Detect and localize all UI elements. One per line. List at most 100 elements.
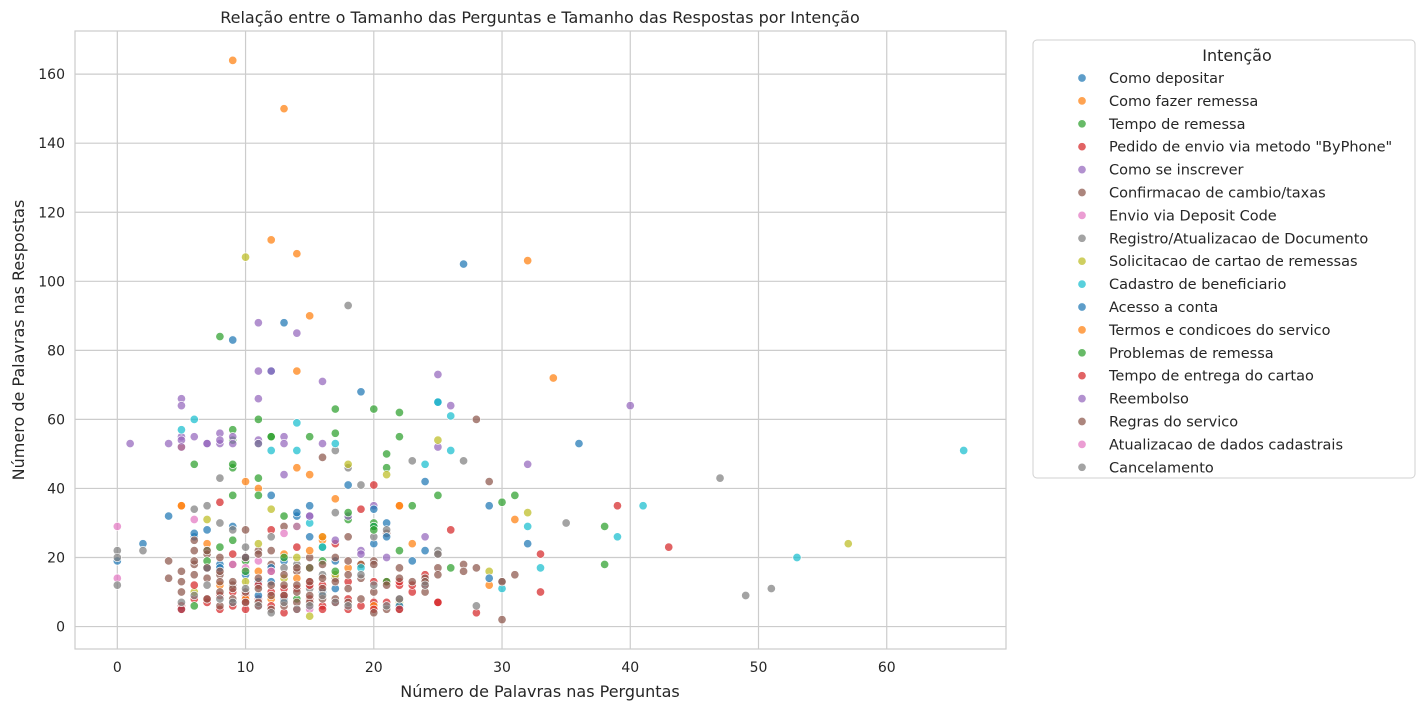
data-point xyxy=(843,539,853,549)
data-point xyxy=(356,480,366,490)
data-point xyxy=(112,580,122,590)
data-point xyxy=(241,477,251,487)
legend-item: Solicitacao de cartao de remessas xyxy=(1077,254,1358,270)
legend-marker xyxy=(1077,142,1087,152)
data-point xyxy=(228,535,238,545)
data-point xyxy=(292,580,302,590)
data-point xyxy=(215,518,225,528)
data-point xyxy=(407,577,417,587)
data-point xyxy=(279,580,289,590)
data-point xyxy=(253,549,263,559)
data-point xyxy=(241,584,251,594)
data-point xyxy=(176,566,186,576)
legend-marker xyxy=(1077,416,1087,427)
data-point xyxy=(215,435,225,445)
data-point xyxy=(523,521,533,531)
x-tick-label: 40 xyxy=(621,660,639,676)
data-point xyxy=(215,566,225,576)
data-point xyxy=(253,414,263,424)
data-point xyxy=(369,480,379,490)
legend-label: Como se inscrever xyxy=(1109,163,1243,179)
data-point xyxy=(407,501,417,511)
data-point xyxy=(266,566,276,576)
legend-item: Cadastro de beneficiario xyxy=(1077,277,1286,293)
data-point xyxy=(241,552,251,563)
legend-label: Tempo de entrega do cartao xyxy=(1108,369,1314,385)
legend-item: Confirmacao de cambio/taxas xyxy=(1077,186,1326,202)
x-tick-label: 0 xyxy=(113,660,122,676)
legend-marker xyxy=(1077,302,1087,312)
data-point xyxy=(176,425,186,435)
data-point xyxy=(420,459,430,469)
data-point xyxy=(279,318,289,328)
legend-label: Acesso a conta xyxy=(1109,300,1218,316)
data-point xyxy=(266,580,276,590)
data-point xyxy=(343,584,353,594)
data-point xyxy=(228,490,238,500)
series-group xyxy=(176,397,969,594)
legend-item: Problemas de remessa xyxy=(1077,346,1274,362)
data-point xyxy=(202,580,212,590)
legend-label: Registro/Atualizacao de Documento xyxy=(1109,231,1368,247)
y-axis-label: Número de Palavras nas Respostas xyxy=(9,200,28,481)
data-point xyxy=(394,501,404,511)
legend-label: Problemas de remessa xyxy=(1109,346,1274,362)
data-point xyxy=(215,331,225,342)
data-point xyxy=(317,573,328,583)
data-point xyxy=(317,452,328,462)
legend: Intenção Como depositar Como fazer remess… xyxy=(1032,39,1416,479)
legend-marker xyxy=(1077,233,1087,243)
data-point xyxy=(446,445,456,456)
legend-marker xyxy=(1077,348,1087,358)
data-point xyxy=(382,470,392,480)
data-point xyxy=(292,563,302,573)
data-point xyxy=(535,587,546,597)
data-point xyxy=(189,535,199,545)
data-point xyxy=(317,542,328,552)
data-point xyxy=(228,55,238,65)
data-point xyxy=(343,532,353,542)
data-point xyxy=(189,514,199,525)
data-point xyxy=(471,563,481,573)
legend-item: Tempo de entrega do cartao xyxy=(1077,369,1314,385)
data-point xyxy=(523,459,533,469)
data-point xyxy=(343,300,353,311)
data-point xyxy=(164,511,174,521)
data-point xyxy=(420,546,430,556)
series-group xyxy=(176,435,366,559)
data-point xyxy=(292,542,302,552)
data-point xyxy=(305,511,315,521)
legend-marker xyxy=(1077,73,1087,83)
data-point xyxy=(382,580,392,590)
data-point xyxy=(112,552,122,563)
data-point xyxy=(164,556,174,566)
data-point xyxy=(369,580,379,590)
data-point xyxy=(382,552,392,563)
data-point xyxy=(356,570,366,580)
data-point xyxy=(484,501,494,511)
data-point xyxy=(471,601,481,611)
data-point xyxy=(202,439,212,449)
data-point xyxy=(535,549,546,559)
data-point xyxy=(176,597,186,607)
data-point xyxy=(305,590,315,601)
legend-marker xyxy=(1077,371,1087,381)
data-point xyxy=(343,459,353,469)
data-point xyxy=(279,439,289,449)
data-point xyxy=(394,594,404,604)
data-point xyxy=(176,401,186,411)
legend-label: Envio via Deposit Code xyxy=(1109,208,1277,224)
legend-item: Registro/Atualizacao de Documento xyxy=(1077,231,1368,247)
data-point xyxy=(305,432,315,442)
legend-label: Como fazer remessa xyxy=(1109,94,1258,110)
data-point xyxy=(279,597,289,607)
data-point xyxy=(484,573,494,583)
y-tick-label: 40 xyxy=(47,481,65,497)
legend-title: Intenção xyxy=(1202,46,1272,65)
data-point xyxy=(266,608,276,618)
data-point xyxy=(317,604,328,614)
data-point xyxy=(189,459,199,469)
legend-label: Reembolso xyxy=(1109,392,1189,408)
legend-marker xyxy=(1077,165,1087,175)
